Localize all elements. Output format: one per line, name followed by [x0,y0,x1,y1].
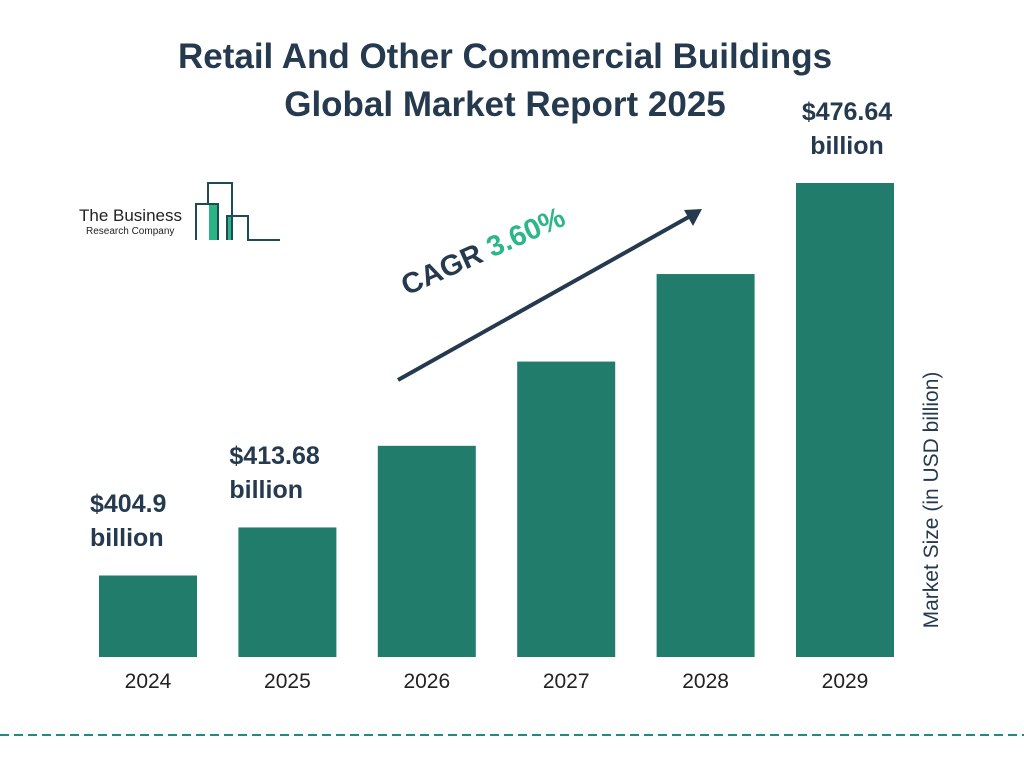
data-label-value: $404.9 [90,490,167,519]
x-tick-label: 2025 [264,670,311,693]
bar-2025 [238,527,337,657]
data-label-2024: $404.9 billion [90,487,166,555]
bar-2029 [796,183,894,657]
bar-2024 [99,575,197,657]
chart-title-line-1: Retail And Other Commercial Buildings [177,37,833,76]
data-label-2029: $476.64 billion [792,95,902,163]
data-label-unit: billion [90,524,164,553]
cagr-arrow-line [397,212,695,382]
data-label-value: $476.64 [801,98,893,126]
bar-2026 [377,445,476,657]
bar-2027 [517,361,616,657]
x-tick-label: 2026 [403,670,450,693]
data-label-value: $413.68 [229,442,320,471]
x-tick-label: 2024 [125,670,172,693]
x-tick-label: 2028 [682,670,729,693]
chart-title-line-2: Global Market Report 2025 [284,85,726,124]
data-label-unit: billion [810,132,884,160]
data-label-unit: billion [229,476,303,505]
y-axis-label: Market Size (in USD billion) [920,371,943,629]
logo-line-1: The Business [79,206,182,225]
bar-2028 [656,274,755,657]
company-logo: The Business Research Company [70,178,290,248]
x-tick-label: 2029 [822,670,869,693]
cagr-arrow-head-icon [684,209,702,226]
logo-line-2: Research Company [86,226,175,237]
x-tick-label: 2027 [543,670,590,693]
logo-buildings-icon [195,182,280,241]
data-label-2025: $413.68 billion [229,439,319,507]
